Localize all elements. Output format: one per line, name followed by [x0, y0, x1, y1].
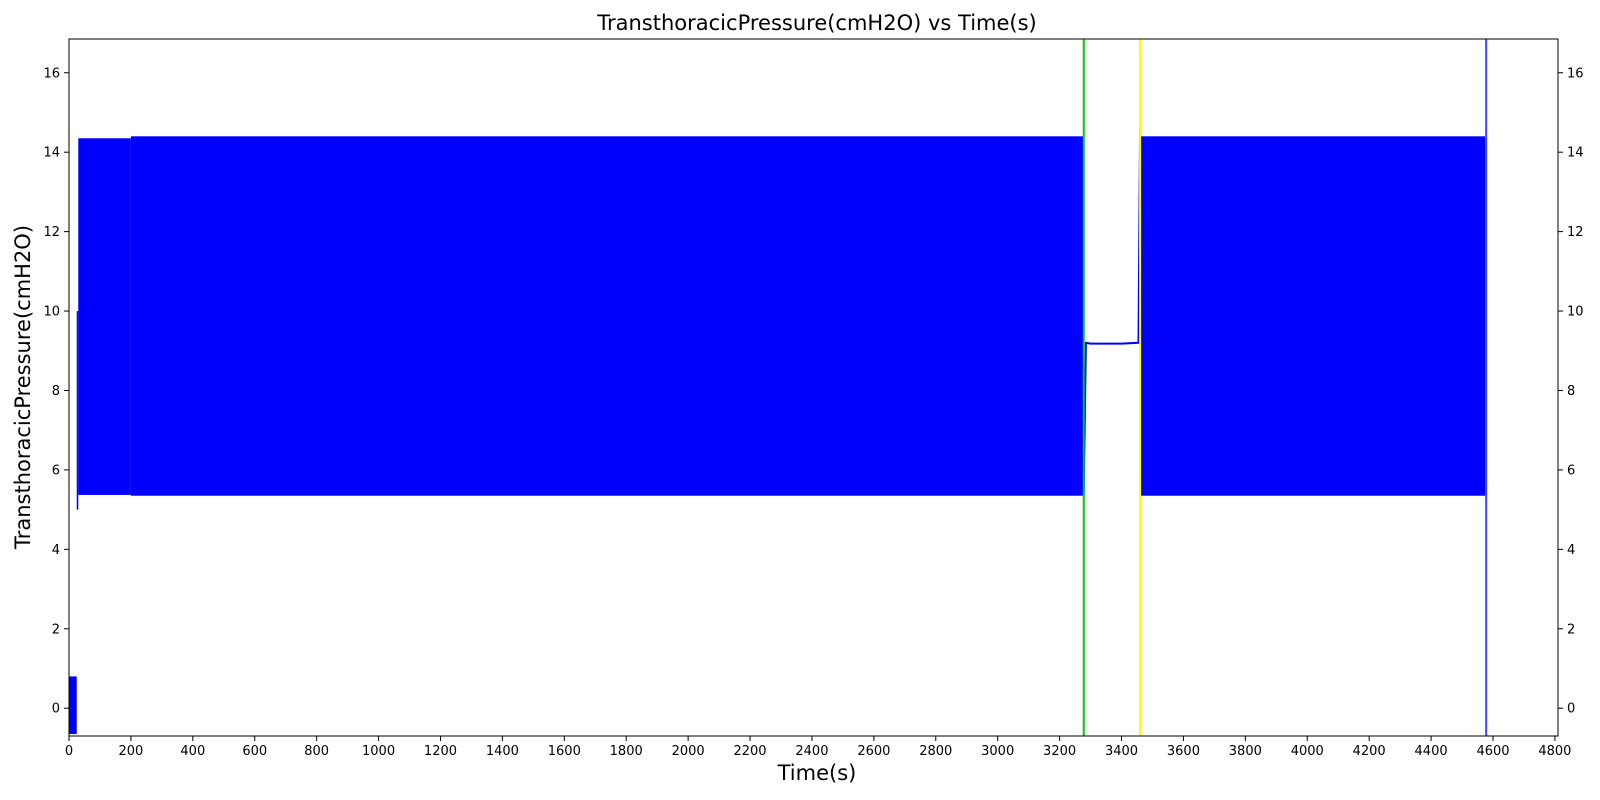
x-tick-label: 2400 — [795, 744, 828, 759]
y-tick-label: 16 — [43, 66, 60, 81]
y-tick-label: 4 — [52, 543, 60, 558]
x-tick-label: 3200 — [1043, 744, 1076, 759]
y-tick-label-right: 2 — [1567, 622, 1575, 637]
y-axis-label: TransthoracicPressure(cmH2O) — [11, 225, 35, 550]
x-tick-label: 1200 — [424, 744, 457, 759]
x-tick-label: 600 — [242, 744, 267, 759]
x-axis-label: Time(s) — [777, 761, 857, 785]
x-tick-label: 2200 — [733, 744, 766, 759]
x-tick-label: 3000 — [981, 744, 1014, 759]
x-tick-label: 400 — [180, 744, 205, 759]
x-tick-label: 0 — [65, 744, 73, 759]
x-tick-label: 4600 — [1476, 744, 1509, 759]
x-tick-label: 800 — [304, 744, 329, 759]
y-tick-label-right: 4 — [1567, 543, 1575, 558]
series-band — [1141, 136, 1486, 496]
plot-area: 0 200 400 600 800 1000 1200 1400 1600 1800 2000 220… — [43, 38, 1584, 759]
y-tick-label-right: 0 — [1567, 702, 1575, 717]
y-tick-label-right: 12 — [1567, 225, 1584, 240]
y-tick-label-right: 10 — [1567, 305, 1584, 320]
series-band — [69, 676, 77, 735]
series-band — [78, 138, 131, 495]
series-band — [130, 136, 1084, 496]
y-tick-label: 14 — [43, 146, 60, 161]
y-tick-label: 0 — [52, 702, 60, 717]
y-tick-label: 8 — [52, 384, 60, 399]
series-band — [76, 311, 79, 510]
chart-title: TransthoracicPressure(cmH2O) vs Time(s) — [596, 11, 1037, 35]
x-tick-label: 4200 — [1353, 744, 1386, 759]
y-tick-label: 12 — [43, 225, 60, 240]
x-tick-label: 200 — [118, 744, 143, 759]
x-tick-label: 1800 — [610, 744, 643, 759]
x-tick-label: 3600 — [1167, 744, 1200, 759]
x-tick-label: 1600 — [548, 744, 581, 759]
y-tick-label-right: 14 — [1567, 146, 1584, 161]
y-tick-label-right: 16 — [1567, 66, 1584, 81]
x-tick-label: 4400 — [1415, 744, 1448, 759]
x-tick-label: 4000 — [1291, 744, 1324, 759]
y-tick-label: 10 — [43, 305, 60, 320]
x-tick-label: 3800 — [1229, 744, 1262, 759]
x-tick-label: 4800 — [1538, 744, 1571, 759]
y-tick-label-right: 6 — [1567, 463, 1575, 478]
y-tick-label: 2 — [52, 622, 60, 637]
y-tick-label-right: 8 — [1567, 384, 1575, 399]
series-line — [1082, 126, 1142, 496]
x-tick-label: 1000 — [362, 744, 395, 759]
x-tick-label: 2800 — [919, 744, 952, 759]
plot-frame — [68, 38, 1559, 737]
x-tick-label: 1400 — [486, 744, 519, 759]
x-tick-label: 2000 — [672, 744, 705, 759]
y-tick-label: 6 — [52, 463, 60, 478]
x-tick-label: 2600 — [857, 744, 890, 759]
x-tick-label: 3400 — [1105, 744, 1138, 759]
